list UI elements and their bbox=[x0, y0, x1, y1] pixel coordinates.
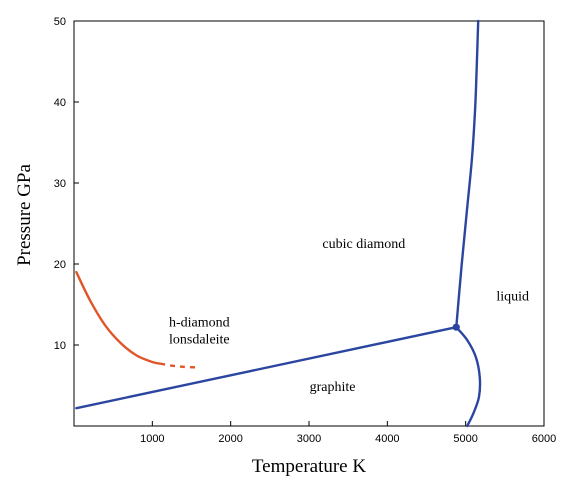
axis-ticks: 1000 2000 3000 4000 5000 6000 10 20 30 40 50 bbox=[54, 16, 556, 445]
phase-boundary-line-3 bbox=[75, 270, 162, 365]
x-axis-title: Temperature K bbox=[252, 456, 366, 477]
x-tick-label: 1000 bbox=[140, 433, 164, 445]
region-label: lonsdaleite bbox=[169, 332, 230, 347]
region-label: graphite bbox=[310, 380, 356, 395]
phase-boundary-line-0 bbox=[75, 325, 458, 410]
marker-layer bbox=[452, 323, 460, 331]
y-tick-label: 20 bbox=[54, 259, 66, 271]
region-label: h-diamond bbox=[169, 315, 230, 330]
y-tick-label: 40 bbox=[54, 97, 66, 109]
x-tick-label: 4000 bbox=[375, 433, 399, 445]
x-tick-label: 3000 bbox=[297, 433, 321, 445]
region-label: cubic diamond bbox=[322, 237, 405, 252]
phase-boundary-line-1 bbox=[455, 19, 480, 329]
region-label: liquid bbox=[496, 289, 529, 304]
y-tick-label: 10 bbox=[54, 340, 66, 352]
y-tick-label: 50 bbox=[54, 16, 66, 28]
annotation-layer: cubic diamond liquid h-diamond lonsdaleite g… bbox=[169, 237, 529, 395]
phase-boundary-line-4 bbox=[159, 362, 196, 369]
plot-frame bbox=[73, 20, 545, 427]
phase-boundary-line-2 bbox=[455, 325, 482, 428]
x-tick-label: 5000 bbox=[453, 433, 477, 445]
x-tick-label: 6000 bbox=[532, 433, 556, 445]
triple-point-marker bbox=[452, 323, 460, 331]
y-axis-title: Pressure GPa bbox=[14, 164, 35, 266]
x-tick-label: 2000 bbox=[218, 433, 242, 445]
y-tick-label: 30 bbox=[54, 178, 66, 190]
series-layer bbox=[75, 19, 482, 428]
